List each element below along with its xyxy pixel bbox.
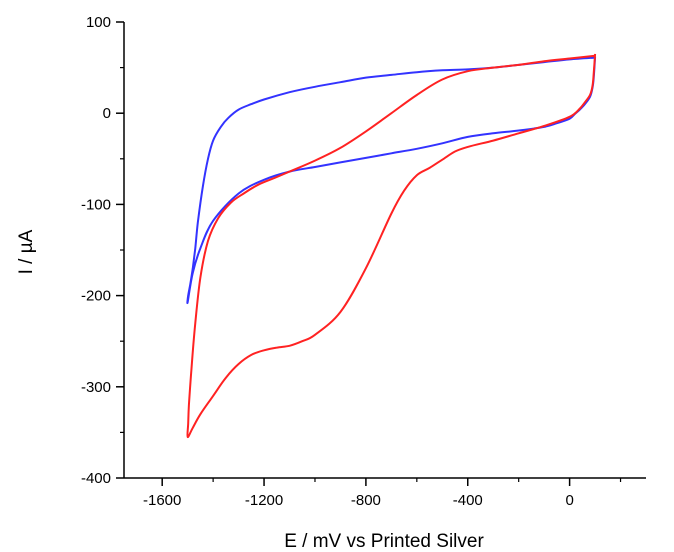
series-line-2 [186, 53, 597, 439]
y-tick-label: 0 [103, 105, 111, 122]
x-tick-label: 0 [565, 492, 573, 509]
y-tick-label: 100 [86, 14, 111, 31]
series-group [186, 53, 597, 439]
y-axis-title: I / µA [16, 229, 37, 274]
y-tick-label: -400 [81, 470, 111, 487]
x-axis-title: E / mV vs Printed Silver [284, 531, 484, 552]
y-tick-label: -100 [81, 196, 111, 213]
y-tick-label: -200 [81, 288, 111, 305]
y-tick-label: -300 [81, 379, 111, 396]
x-tick-label: -800 [351, 492, 381, 509]
x-tick-label: -1200 [245, 492, 283, 509]
ticks [116, 21, 622, 486]
tick-labels: -1600 -1200 -800 -400 0 100 0 -100 -200 -300 -400 [81, 14, 574, 509]
x-tick-label: -1600 [143, 492, 181, 509]
x-tick-label: -400 [453, 492, 483, 509]
series-line-1 [186, 56, 597, 305]
